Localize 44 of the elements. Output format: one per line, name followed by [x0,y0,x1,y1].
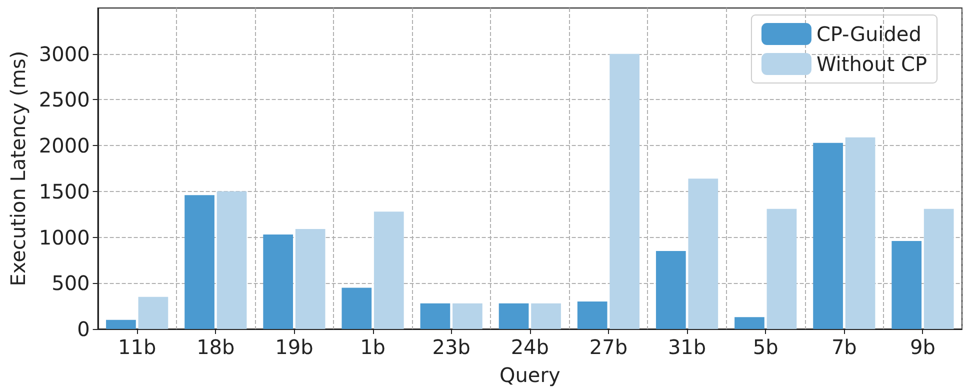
y-tick-label: 2500 [38,88,90,112]
x-tick-label: 7b [831,335,857,359]
bar [420,303,450,329]
bar [656,251,686,329]
bar [452,303,482,329]
bar [263,234,294,329]
y-tick-label: 3000 [38,42,90,66]
bar [342,288,372,329]
bar [892,240,922,329]
bar [924,208,954,329]
bar [106,320,136,329]
bar [216,191,247,329]
bar [577,301,608,329]
x-tick-label: 27b [589,335,628,359]
bar [688,178,718,329]
bar [295,229,326,329]
bar [610,54,640,329]
legend-label: CP-Guided [816,22,922,46]
x-tick-label: 11b [118,335,156,359]
bar [138,296,168,329]
x-tick-label: 1b [360,335,386,359]
bar [813,142,843,329]
x-tick-label: 31b [668,335,706,359]
bar [766,208,797,329]
x-tick-label: 18b [196,335,235,359]
bar [734,317,764,329]
y-tick-label: 1000 [38,225,90,250]
x-axis-title: Query [500,363,560,387]
bar [374,212,404,329]
bar [184,195,214,329]
y-tick-label: 1500 [38,179,90,204]
y-tick-label: 500 [52,271,90,296]
x-tick-label: 19b [275,335,314,359]
x-tick-label: 23b [432,335,470,359]
legend-label: Without CP [816,52,927,76]
bar [845,137,876,329]
y-tick-label: 2000 [38,134,90,158]
x-tick-label: 24b [510,335,549,359]
y-axis-title: Execution Latency (ms) [6,50,30,286]
bar [498,303,529,329]
x-tick-label: 9b [910,335,936,359]
x-tick-label: 5b [752,335,778,359]
bar [531,303,561,329]
y-tick-label: 0 [77,317,90,341]
